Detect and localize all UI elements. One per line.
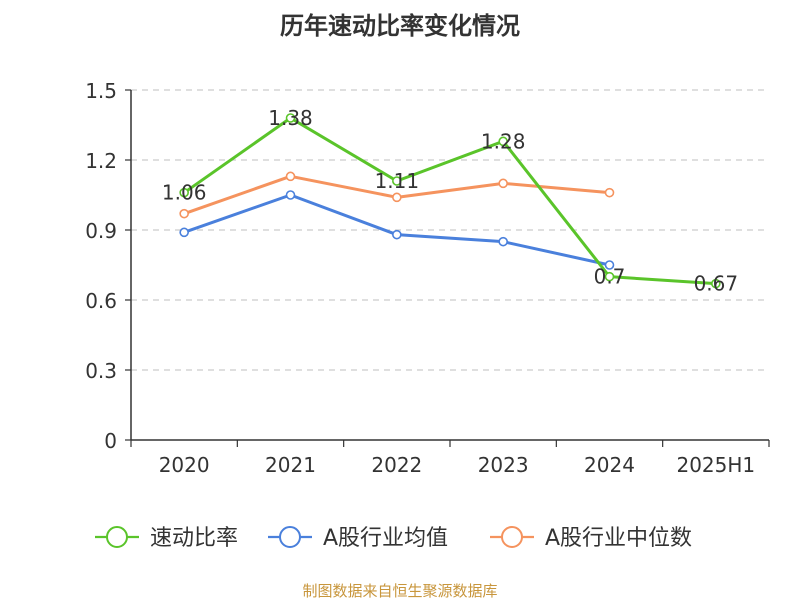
x-tick-label: 2020 xyxy=(159,453,210,477)
data-label: 1.28 xyxy=(481,129,526,153)
data-label: 1.11 xyxy=(375,169,420,193)
data-point xyxy=(604,187,615,198)
data-point xyxy=(498,178,508,189)
data-labels: 1.06 1.38 1.11 1.28 0.7 0.67 xyxy=(162,106,738,296)
data-point xyxy=(604,260,615,270)
x-tick-label: 2025H1 xyxy=(676,453,755,477)
source-note: 制图数据来自恒生聚源数据库 xyxy=(302,582,497,600)
x-tick-label: 2023 xyxy=(478,453,529,477)
y-tick-label: 1.2 xyxy=(85,149,117,173)
data-point xyxy=(285,190,296,200)
data-point xyxy=(179,208,189,219)
data-label: 0.7 xyxy=(594,265,626,289)
grid-lines xyxy=(131,89,769,371)
axes: 0 0.3 0.6 0.9 1.2 1.5 2020 2021 2022 2023 2024 2025… xyxy=(85,79,770,477)
legend-label: A股行业中位数 xyxy=(545,526,692,551)
y-tick-label: 0 xyxy=(104,429,117,453)
legend: 速动比率 A股行业均值 A股行业中位数 xyxy=(95,526,692,551)
data-point xyxy=(711,278,721,289)
series-group xyxy=(179,113,721,289)
y-tick-label: 1.5 xyxy=(85,79,117,103)
data-point xyxy=(285,171,296,182)
data-point xyxy=(498,236,508,247)
y-tick-label: 0.9 xyxy=(85,219,117,243)
data-point xyxy=(392,229,402,240)
chart-title: 历年速动比率变化情况 xyxy=(280,12,520,40)
data-point xyxy=(498,136,508,147)
x-tick-label: 2021 xyxy=(265,453,316,477)
data-point xyxy=(604,271,615,282)
legend-label: 速动比率 xyxy=(150,526,238,551)
x-tick-label: 2024 xyxy=(584,453,635,477)
legend-marker-icon xyxy=(501,526,523,548)
data-point xyxy=(179,187,189,198)
legend-label: A股行业均值 xyxy=(323,526,448,551)
data-point xyxy=(285,113,296,123)
y-tick-label: 0.6 xyxy=(85,289,117,313)
legend-marker-icon xyxy=(106,526,128,548)
data-label: 1.06 xyxy=(162,181,207,205)
data-label: 1.38 xyxy=(268,106,313,130)
data-point xyxy=(392,192,402,203)
data-point xyxy=(392,176,402,186)
data-point xyxy=(179,227,189,238)
data-label: 0.67 xyxy=(694,272,739,296)
series-line-0 xyxy=(182,116,718,286)
y-tick-label: 0.3 xyxy=(85,359,117,383)
x-tick-label: 2022 xyxy=(371,453,422,477)
legend-marker-icon xyxy=(279,526,301,548)
